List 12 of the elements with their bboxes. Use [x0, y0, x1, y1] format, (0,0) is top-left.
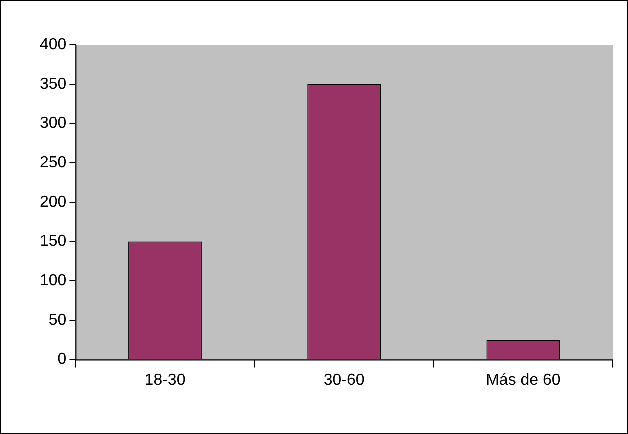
y-tick-label: 250	[40, 154, 67, 172]
y-tick-label: 150	[40, 233, 67, 250]
y-tick-label: 0	[58, 351, 67, 368]
y-tick-label: 50	[48, 312, 67, 329]
x-tick-label: 30-60	[324, 372, 365, 389]
x-tick-label: Más de 60	[486, 372, 561, 389]
y-tick-label: 200	[40, 194, 67, 211]
y-tick-label: 300	[40, 115, 67, 132]
y-tick-label: 350	[40, 76, 67, 93]
x-tick-label: 18-30	[144, 372, 186, 389]
y-tick-label: 100	[40, 272, 67, 290]
y-tick-label: 400	[40, 36, 67, 54]
